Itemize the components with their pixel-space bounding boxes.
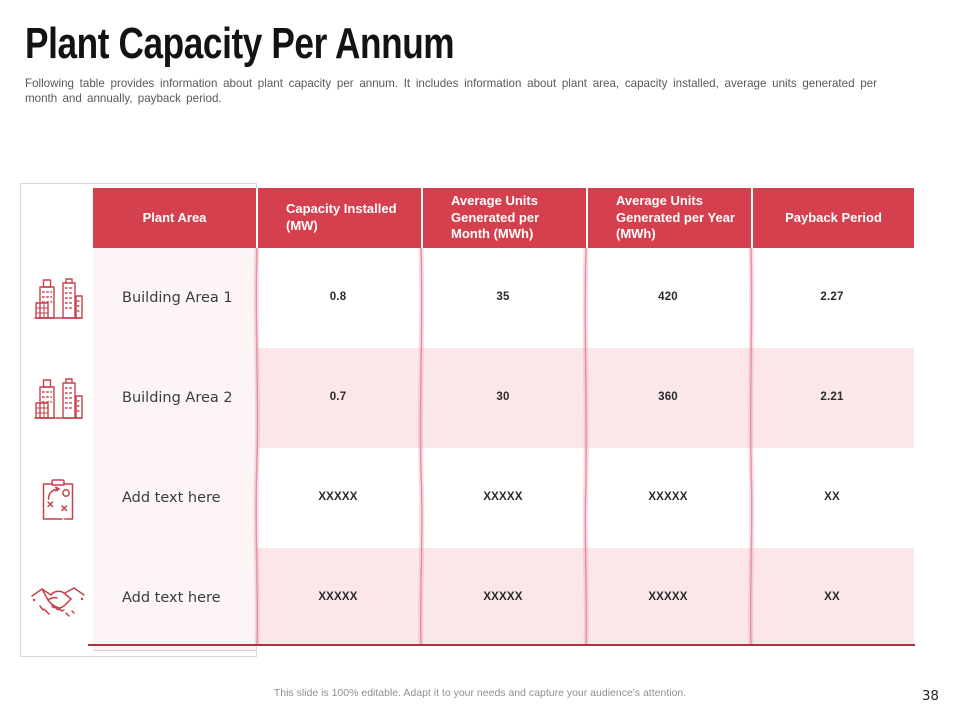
plant-area-column-background [93, 248, 256, 651]
column-header-plant-area: Plant Area [93, 188, 256, 248]
yearly-units-cell: 420 [658, 291, 678, 303]
capacity-cell: 0.8 [329, 291, 347, 303]
row-icon-cell [30, 270, 86, 326]
row-icon-cell [30, 370, 86, 426]
plant-area-cell: Building Area 2 [122, 390, 233, 406]
monthly-units-cell: XXXXX [483, 491, 523, 503]
handshake-icon [31, 587, 85, 617]
payback-cell: 2.27 [820, 291, 844, 303]
buildings-icon [34, 278, 83, 319]
capacity-cell: XXXXX [318, 591, 358, 603]
monthly-units-cell: 35 [496, 291, 510, 303]
column-header-capacity-installed: Capacity Installed (MW) [256, 188, 421, 248]
column-header-payback-period: Payback Period [751, 188, 914, 248]
strategy-clipboard-icon [42, 479, 74, 520]
payback-cell: XX [824, 491, 840, 503]
plant-column-underline [93, 650, 256, 651]
plant-area-cell: Building Area 1 [122, 290, 233, 306]
monthly-units-cell: XXXXX [483, 591, 523, 603]
yearly-units-cell: XXXXX [648, 491, 688, 503]
monthly-units-cell: 30 [496, 391, 510, 403]
payback-cell: XX [824, 591, 840, 603]
slide-subtitle: Following table provides information abo… [25, 77, 877, 105]
plant-area-placeholder[interactable]: Add text here [122, 490, 221, 506]
buildings-icon [34, 378, 83, 419]
payback-cell: 2.21 [820, 391, 844, 403]
row-icon-cell [30, 574, 86, 630]
capacity-cell: 0.7 [329, 391, 347, 403]
column-header-avg-units-month: Average Units Generated per Month (MWh) [421, 188, 586, 248]
plant-area-placeholder[interactable]: Add text here [122, 590, 221, 606]
row-icon-cell [30, 472, 86, 528]
table-header-row: Plant Area Capacity Installed (MW) Avera… [93, 188, 914, 248]
capacity-cell: XXXXX [318, 491, 358, 503]
yearly-units-cell: 360 [658, 391, 678, 403]
column-header-avg-units-year: Average Units Generated per Year (MWh) [586, 188, 751, 248]
page-number: 38 [921, 688, 939, 704]
editable-note: This slide is 100% editable. Adapt it to… [273, 687, 687, 699]
yearly-units-cell: XXXXX [648, 591, 688, 603]
table-bottom-rule [88, 644, 915, 646]
page-title: Plant Capacity Per Annum [25, 19, 455, 68]
